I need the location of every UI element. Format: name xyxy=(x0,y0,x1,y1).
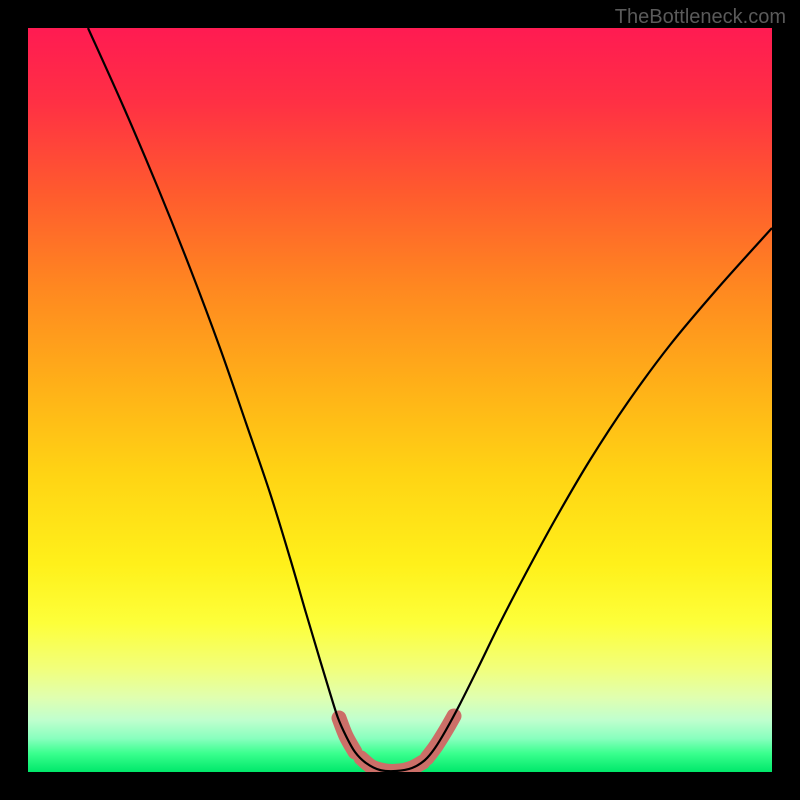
watermark-text: TheBottleneck.com xyxy=(615,6,786,29)
curve-overlay xyxy=(28,28,772,772)
bottleneck-curve xyxy=(88,28,772,771)
chart-plot-area xyxy=(28,28,772,772)
